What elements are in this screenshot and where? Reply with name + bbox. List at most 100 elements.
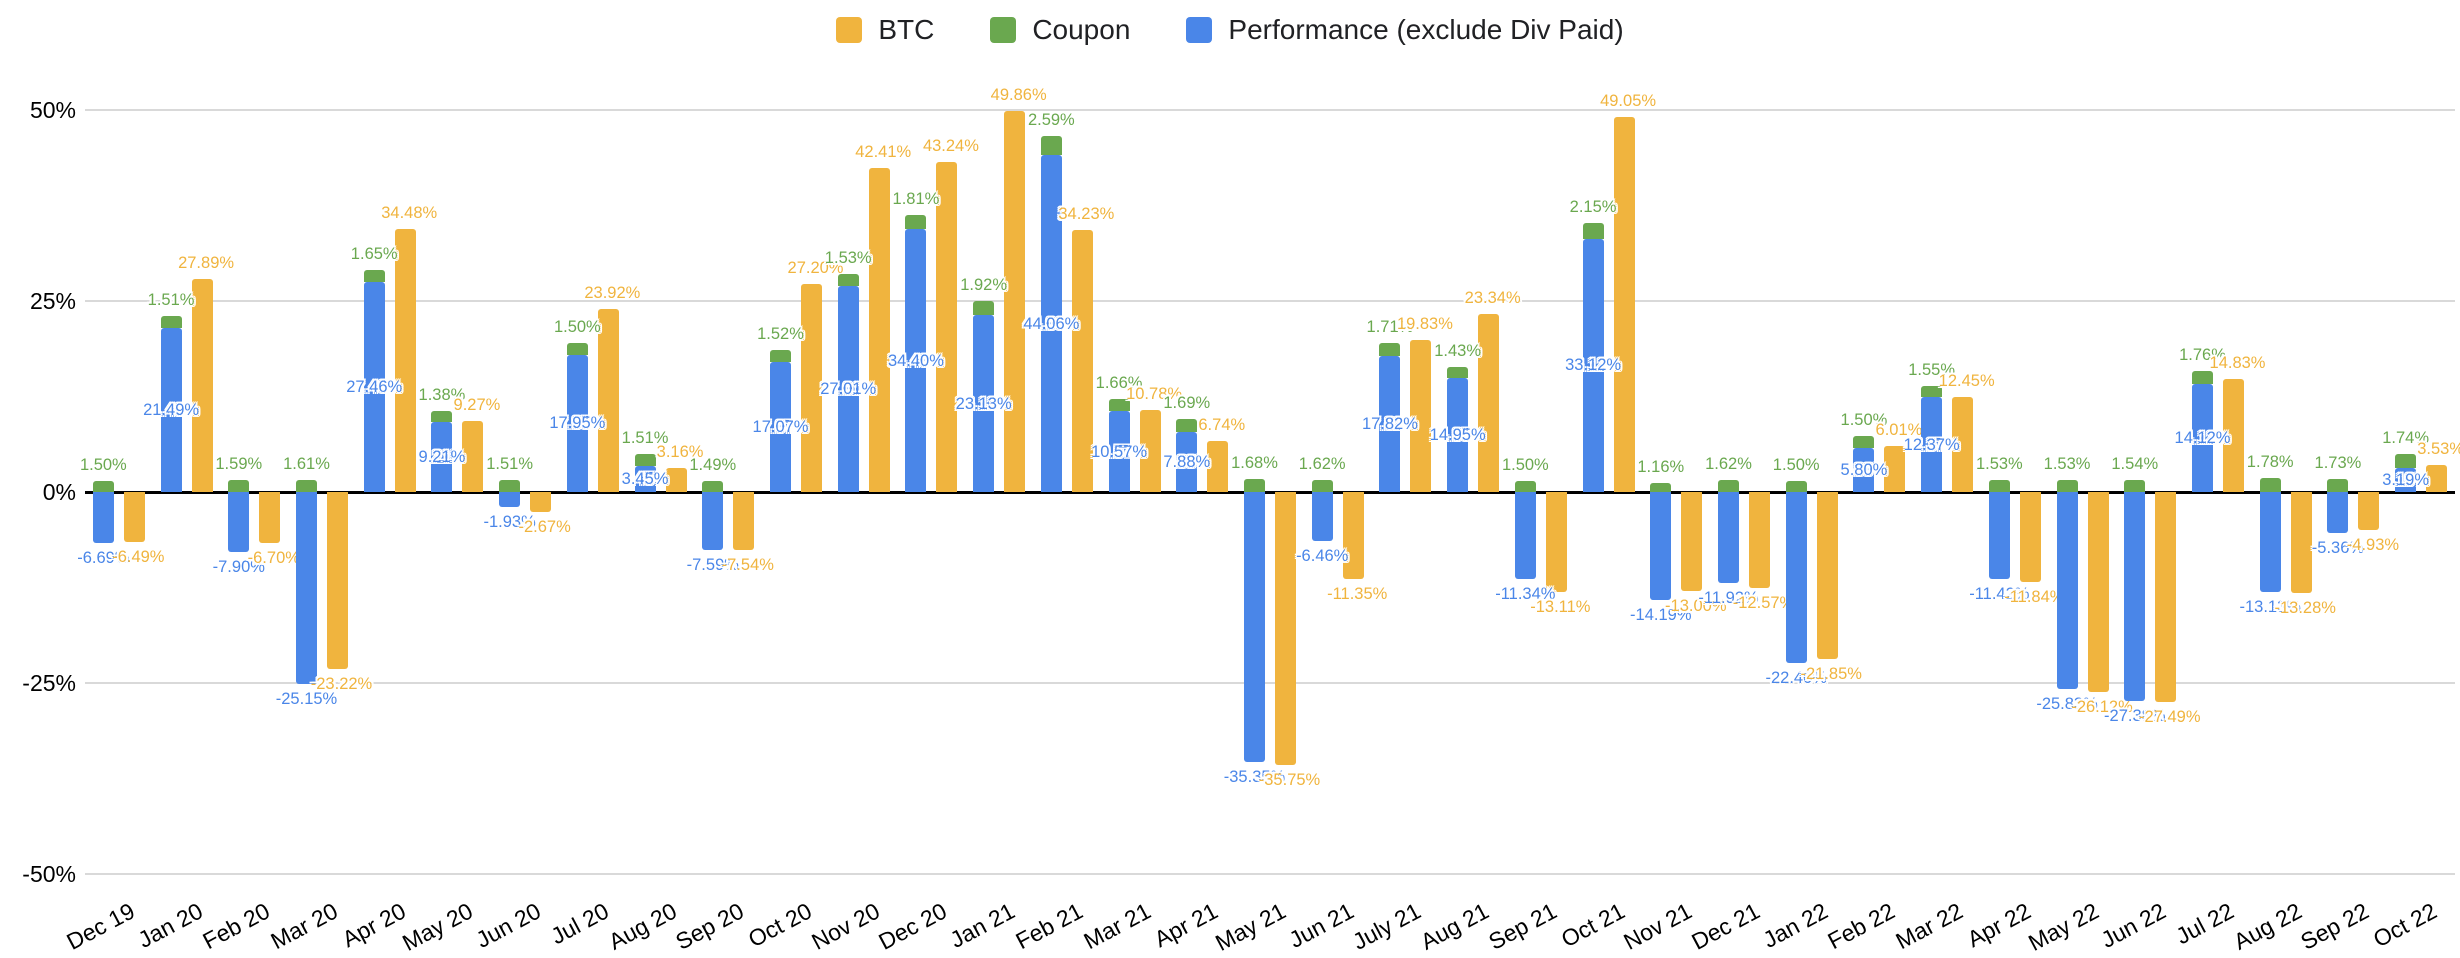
bar-btc [2019,492,2041,583]
performance-value-label: 17.82% [1361,414,1418,433]
bar-coupon [499,480,521,492]
bar-performance [1379,355,1401,492]
y-gridline [85,682,2455,684]
y-gridline [85,300,2455,302]
bar-btc [936,161,958,492]
btc-value-label: 3.16% [656,442,704,461]
bar-btc [665,467,687,492]
bar-btc [597,309,619,492]
btc-value-label: 23.92% [584,284,641,303]
performance-value-label: -11.34% [1495,584,1556,603]
btc-value-label: -6.70% [247,549,300,568]
bar-coupon [431,411,453,422]
performance-value-label: -25.83% [2036,695,2098,714]
legend-item-btc: BTC [836,14,934,46]
btc-value-label: 43.24% [922,136,979,155]
y-axis-tick-label: 25% [29,288,76,314]
coupon-value-label: 1.71% [1366,317,1414,336]
bar-performance [1447,377,1469,492]
bar-coupon [1447,366,1469,378]
performance-value-label: 33.12% [1565,356,1622,375]
coupon-value-label: 1.78% [2246,453,2294,472]
performance-value-label: -22.40% [1765,669,1827,688]
bar-btc [327,492,348,670]
bar-performance [2395,467,2417,492]
y-gridline [85,109,2455,111]
bar-performance [634,465,656,492]
bar-btc [1884,446,1906,492]
bar-performance [160,327,182,492]
btc-value-label: -35.75% [1258,771,1321,790]
performance-value-label: -6.69% [77,549,130,568]
bar-performance [905,229,927,492]
bar-coupon [1921,385,1943,398]
btc-value-label: 6.01% [1875,421,1923,440]
bar-coupon [1785,480,1807,492]
coupon-value-label: 2.59% [1027,110,1075,129]
legend-label-coupon: Coupon [1032,14,1131,45]
bar-performance [2192,384,2213,492]
coupon-value-label: 1.50% [553,318,601,337]
performance-value-label: 21.49% [143,400,200,419]
bar-coupon [160,316,182,328]
btc-value-label: 34.48% [381,203,438,222]
bar-performance [973,315,995,492]
btc-value-label: 27.20% [787,259,844,278]
performance-value-label: 14.95% [1429,425,1486,444]
bar-coupon [1176,418,1198,432]
bar-performance [1785,492,1807,664]
legend-label-btc: BTC [878,14,935,45]
bar-coupon [2259,478,2281,492]
performance-value-label: -11.42% [1969,585,2030,604]
performance-value-label: 12.37% [1903,435,1960,454]
bar-performance [2056,492,2078,690]
performance-value-label: 9.21% [418,447,466,466]
bar-btc [1681,492,1703,592]
bar-performance [1108,411,1130,492]
performance-value-label: -7.59% [686,555,739,574]
coupon-value-label: 1.49% [689,455,737,474]
bar-performance [363,282,385,492]
coupon-value-label: 1.55% [1908,360,1956,379]
bar-btc [1952,396,1974,492]
bar-performance [1514,492,1536,579]
performance-value-label: -5.36% [2311,538,2365,557]
btc-value-label: 3.53% [2417,440,2460,459]
bar-btc [1816,492,1838,659]
bar-performance [2259,492,2281,593]
btc-value-label: -11.84% [2004,588,2065,607]
legend-label-performance: Performance (exclude Div Paid) [1228,14,1624,45]
coupon-swatch-icon [990,17,1017,43]
bar-performance [228,492,250,553]
bar-btc [259,492,281,544]
btc-swatch-icon [836,17,863,43]
bar-coupon [1988,480,2010,492]
btc-value-label: -11.35% [1327,584,1388,603]
bar-performance [1244,492,1265,763]
performance-value-label: 17.95% [549,414,606,433]
btc-value-label: -2.67% [518,518,571,537]
bar-performance [92,492,114,544]
performance-value-label: 3.45% [621,469,669,488]
btc-value-label: -12.57% [1732,594,1795,613]
bar-btc [2223,378,2244,492]
btc-value-label: -21.85% [1800,664,1862,683]
bar-coupon [1244,479,1265,492]
bar-coupon [634,454,656,466]
bar-btc [1410,340,1432,492]
bar-btc [191,278,213,492]
coupon-value-label: 1.50% [79,455,127,474]
btc-value-label: -6.49% [112,547,165,566]
x-axis-category-label: Oct 22 [2368,897,2442,953]
performance-value-label: 23.13% [955,394,1012,413]
btc-value-label: 23.34% [1464,288,1521,307]
legend-item-coupon: Coupon [990,14,1130,46]
bar-btc [394,228,416,492]
coupon-value-label: 1.50% [1501,455,1549,474]
bar-btc [2087,492,2109,692]
bar-btc [733,492,755,550]
bar-btc [1004,111,1026,492]
y-axis-tick-label: -25% [22,670,76,696]
coupon-value-label: 1.62% [1298,454,1346,473]
coupon-value-label: 1.66% [1095,373,1143,392]
